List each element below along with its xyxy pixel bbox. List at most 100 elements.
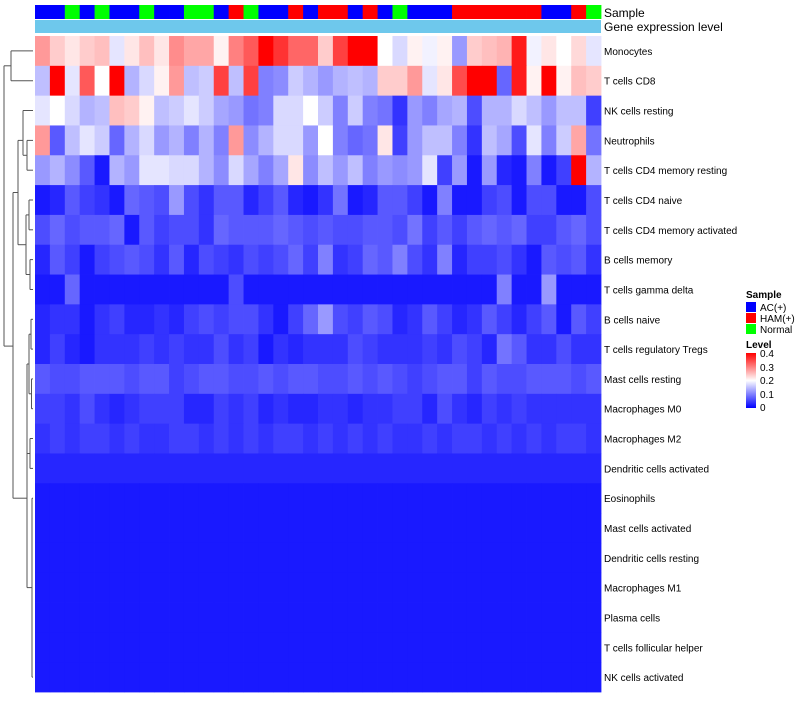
heatmap-cell [332,453,349,484]
heatmap-cell [526,542,542,574]
heatmap-cell [169,185,185,216]
heatmap-cell [511,632,527,663]
heatmap-cell [407,304,423,335]
heatmap-cell [481,36,498,67]
heatmap-cell [556,632,572,663]
row-label: T cells CD8 [604,77,656,88]
row-label: Dendritic cells resting [604,554,699,565]
heatmap-cell [377,274,393,305]
heatmap-cell [94,334,110,365]
heatmap-cell [541,304,557,335]
heatmap-cell [183,304,200,335]
heatmap-cell [318,155,334,186]
heatmap-cell [571,423,587,454]
heatmap-cell [452,453,468,484]
level-tick-0: 0 [760,403,766,414]
sample-annotation-cell [183,5,200,19]
heatmap-cell [541,334,557,365]
heatmap-cell [64,572,81,603]
heatmap-cell [94,364,110,395]
sample-annotation-cell [79,5,95,19]
sample-annotation-cell [318,5,334,19]
heatmap-cell [332,364,349,395]
heatmap-cell [407,155,423,186]
heatmap-cell [511,334,527,365]
row-label: Macrophages M1 [604,584,682,595]
heatmap-cell [466,423,483,454]
heatmap-cell [79,244,95,275]
heatmap-cell [228,65,244,97]
heatmap-cell [124,95,140,126]
heatmap-cell [556,393,572,425]
sample-annotation-cell [571,5,587,19]
heatmap-cell [422,453,438,484]
heatmap-cell [541,423,557,454]
heatmap-cell [94,483,110,514]
heatmap-cell [258,453,274,484]
heatmap-cell [124,513,140,544]
heatmap-cell [124,632,140,663]
heatmap-cell [541,662,557,693]
heatmap-cell [466,334,483,365]
heatmap-cell [213,632,230,663]
heatmap-cell [541,65,557,97]
heatmap-cell [303,304,319,335]
heatmap-cell [422,185,438,216]
heatmap-cell [571,393,587,425]
heatmap-cell [466,95,483,126]
level-tick-03: 0.3 [760,363,774,374]
heatmap-cell [511,364,527,395]
heatmap-cell [571,155,587,186]
heatmap-cell [183,155,200,186]
heatmap-cell [347,602,364,633]
heatmap-cell [183,483,200,514]
heatmap-cell [422,364,438,395]
heatmap-cell [407,364,423,395]
heatmap-cell [481,185,498,216]
heatmap-cell [243,393,259,425]
heatmap-cell [169,244,185,275]
heatmap-cell [347,95,364,126]
heatmap-cell [407,244,423,275]
heatmap-cell [139,423,155,454]
heatmap-cell [154,95,170,126]
heatmap-cell [392,65,408,97]
heatmap-cell [35,602,51,633]
heatmap-cell [466,36,483,67]
heatmap-cell [139,95,155,126]
heatmap-cell [213,423,230,454]
heatmap-cell [228,453,244,484]
heatmap-cell [407,483,423,514]
heatmap-cell [288,423,304,454]
heatmap-cell [556,65,572,97]
heatmap-cell [422,393,438,425]
heatmap-cell [94,453,110,484]
heatmap-cell [318,572,334,603]
heatmap-cell [213,125,230,156]
heatmap-cell [258,155,274,186]
heatmap-cell [332,304,349,335]
heatmap-cell [437,662,453,693]
heatmap-cell [243,125,259,156]
heatmap-cell [258,423,274,454]
heatmap-cell [496,155,513,186]
sample-annotation-cell [258,5,274,19]
heatmap-cell [64,95,81,126]
heatmap-cell [526,244,542,275]
heatmap-cell [169,632,185,663]
heatmap-cell [377,155,393,186]
heatmap-cell [332,95,349,126]
heatmap-cell [392,513,408,544]
heatmap-cell [228,423,244,454]
heatmap-cell [124,423,140,454]
heatmap-cell [526,423,542,454]
row-label: Mast cells activated [604,524,691,535]
heatmap-cell [64,304,81,335]
heatmap-cell [452,364,468,395]
heatmap-cell [541,483,557,514]
heatmap-cell [392,185,408,216]
heatmap-cell [362,244,378,275]
heatmap-cell [347,36,364,67]
heatmap-cell [94,423,110,454]
sample-annotation-cell [332,5,349,19]
